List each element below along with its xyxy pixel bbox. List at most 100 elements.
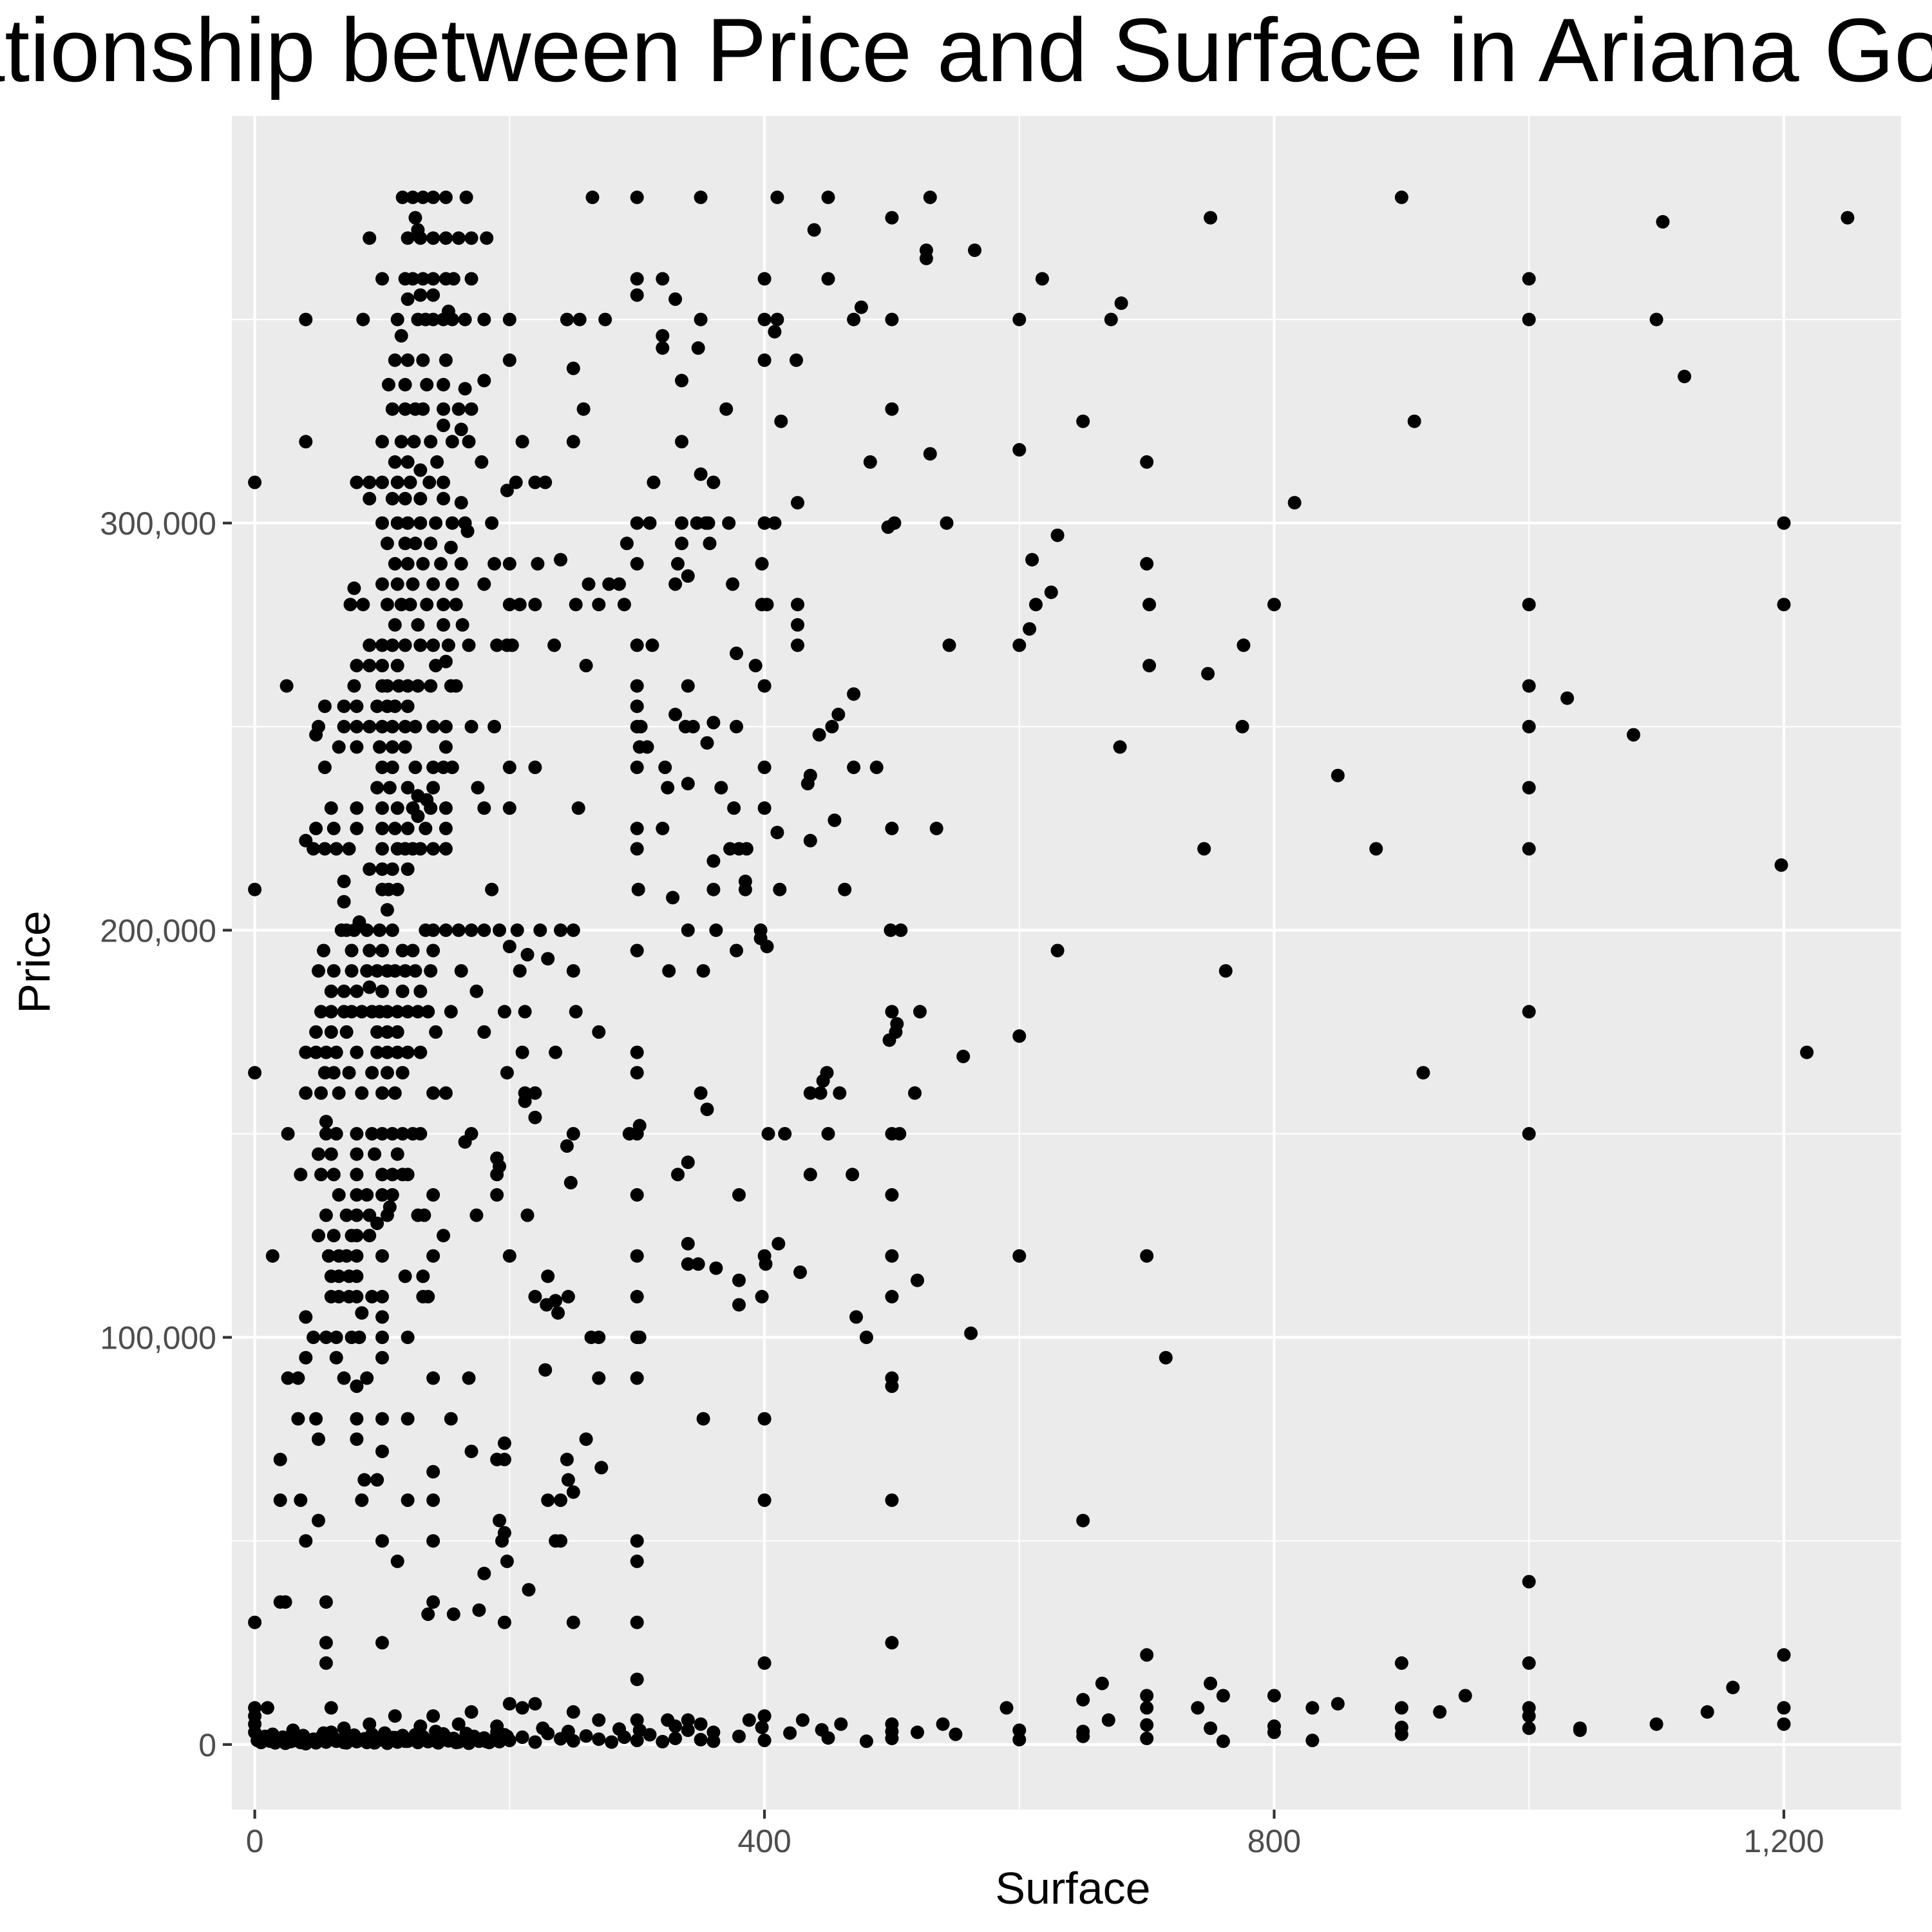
data-point — [426, 1086, 440, 1100]
data-point — [863, 455, 877, 469]
data-point — [342, 1066, 356, 1080]
data-point — [821, 190, 835, 204]
data-point — [317, 761, 332, 774]
data-point — [416, 272, 430, 286]
data-point — [849, 1310, 863, 1324]
data-point — [388, 821, 402, 835]
data-point — [497, 1452, 511, 1466]
data-point — [357, 1473, 372, 1487]
data-point — [434, 556, 448, 571]
data-point — [426, 761, 440, 774]
data-point — [964, 1326, 978, 1340]
minor-gridlines — [232, 116, 1901, 1810]
data-point — [319, 1656, 333, 1670]
data-point — [681, 569, 695, 583]
data-point — [560, 1139, 574, 1153]
data-point — [426, 1188, 440, 1202]
data-point — [1142, 598, 1157, 612]
data-point — [617, 598, 631, 612]
data-point — [488, 556, 502, 571]
data-point — [375, 1350, 389, 1365]
data-point — [533, 923, 547, 937]
data-point — [355, 1306, 369, 1320]
data-point — [390, 659, 404, 672]
data-point — [375, 761, 389, 774]
data-point — [1394, 1656, 1408, 1670]
data-point — [681, 1236, 695, 1251]
data-point — [812, 728, 826, 742]
data-point — [413, 231, 428, 245]
data-point — [1522, 312, 1536, 327]
data-point — [375, 435, 389, 449]
data-point — [314, 1086, 328, 1100]
data-point — [681, 679, 695, 693]
data-point — [390, 882, 404, 896]
data-point — [355, 1493, 369, 1507]
data-point — [388, 699, 402, 714]
data-point — [757, 1493, 772, 1507]
data-point — [630, 1672, 644, 1687]
data-point — [437, 419, 450, 432]
data-point — [350, 1229, 364, 1243]
data-point — [681, 1713, 695, 1727]
data-point — [675, 435, 688, 449]
data-point — [1394, 190, 1408, 204]
data-point — [350, 1127, 364, 1141]
data-point — [390, 1045, 404, 1059]
data-point — [1236, 638, 1251, 652]
data-point — [940, 516, 954, 530]
data-point — [1140, 1731, 1154, 1745]
data-point — [1774, 858, 1788, 872]
data-point — [347, 923, 361, 937]
data-point — [337, 875, 351, 889]
data-point — [401, 353, 415, 367]
data-point — [439, 654, 453, 668]
data-point — [528, 1697, 542, 1711]
data-point — [380, 1045, 394, 1059]
data-point — [1458, 1689, 1472, 1703]
data-point — [730, 719, 743, 734]
data-point — [370, 1217, 384, 1231]
data-point — [401, 781, 415, 795]
data-point — [375, 659, 389, 672]
data-point — [709, 1261, 723, 1275]
data-point — [459, 190, 473, 204]
data-point — [337, 1721, 351, 1736]
data-point — [1433, 1705, 1447, 1719]
data-point — [678, 719, 692, 734]
data-point — [564, 1175, 578, 1189]
data-point — [742, 1713, 756, 1727]
data-point — [319, 1208, 333, 1222]
x-tick-label: 800 — [1247, 1823, 1301, 1859]
data-point — [536, 1721, 550, 1736]
data-point — [446, 1607, 460, 1621]
data-point — [566, 923, 580, 937]
data-point — [1140, 1689, 1154, 1703]
data-point — [919, 251, 933, 265]
y-tick-label: 300,000 — [100, 506, 216, 542]
data-point — [385, 761, 399, 774]
data-point — [658, 761, 672, 774]
data-point — [757, 679, 772, 693]
data-point — [694, 1717, 708, 1731]
data-point — [401, 821, 415, 835]
data-point — [1204, 211, 1218, 225]
data-point — [365, 1127, 379, 1141]
data-point — [675, 374, 688, 388]
data-point — [592, 1025, 606, 1039]
data-point — [515, 1730, 529, 1744]
data-point — [355, 1005, 369, 1019]
data-point — [439, 821, 453, 835]
data-point — [475, 455, 489, 469]
data-point — [528, 1735, 542, 1749]
data-point — [421, 1607, 435, 1621]
data-point — [1777, 1717, 1791, 1731]
data-point — [375, 1534, 389, 1548]
data-point — [594, 1461, 609, 1475]
data-point — [500, 484, 514, 498]
data-point — [761, 1127, 775, 1141]
data-point — [477, 1025, 491, 1039]
data-point — [500, 1729, 514, 1743]
data-point — [429, 659, 443, 672]
data-point — [464, 231, 478, 245]
